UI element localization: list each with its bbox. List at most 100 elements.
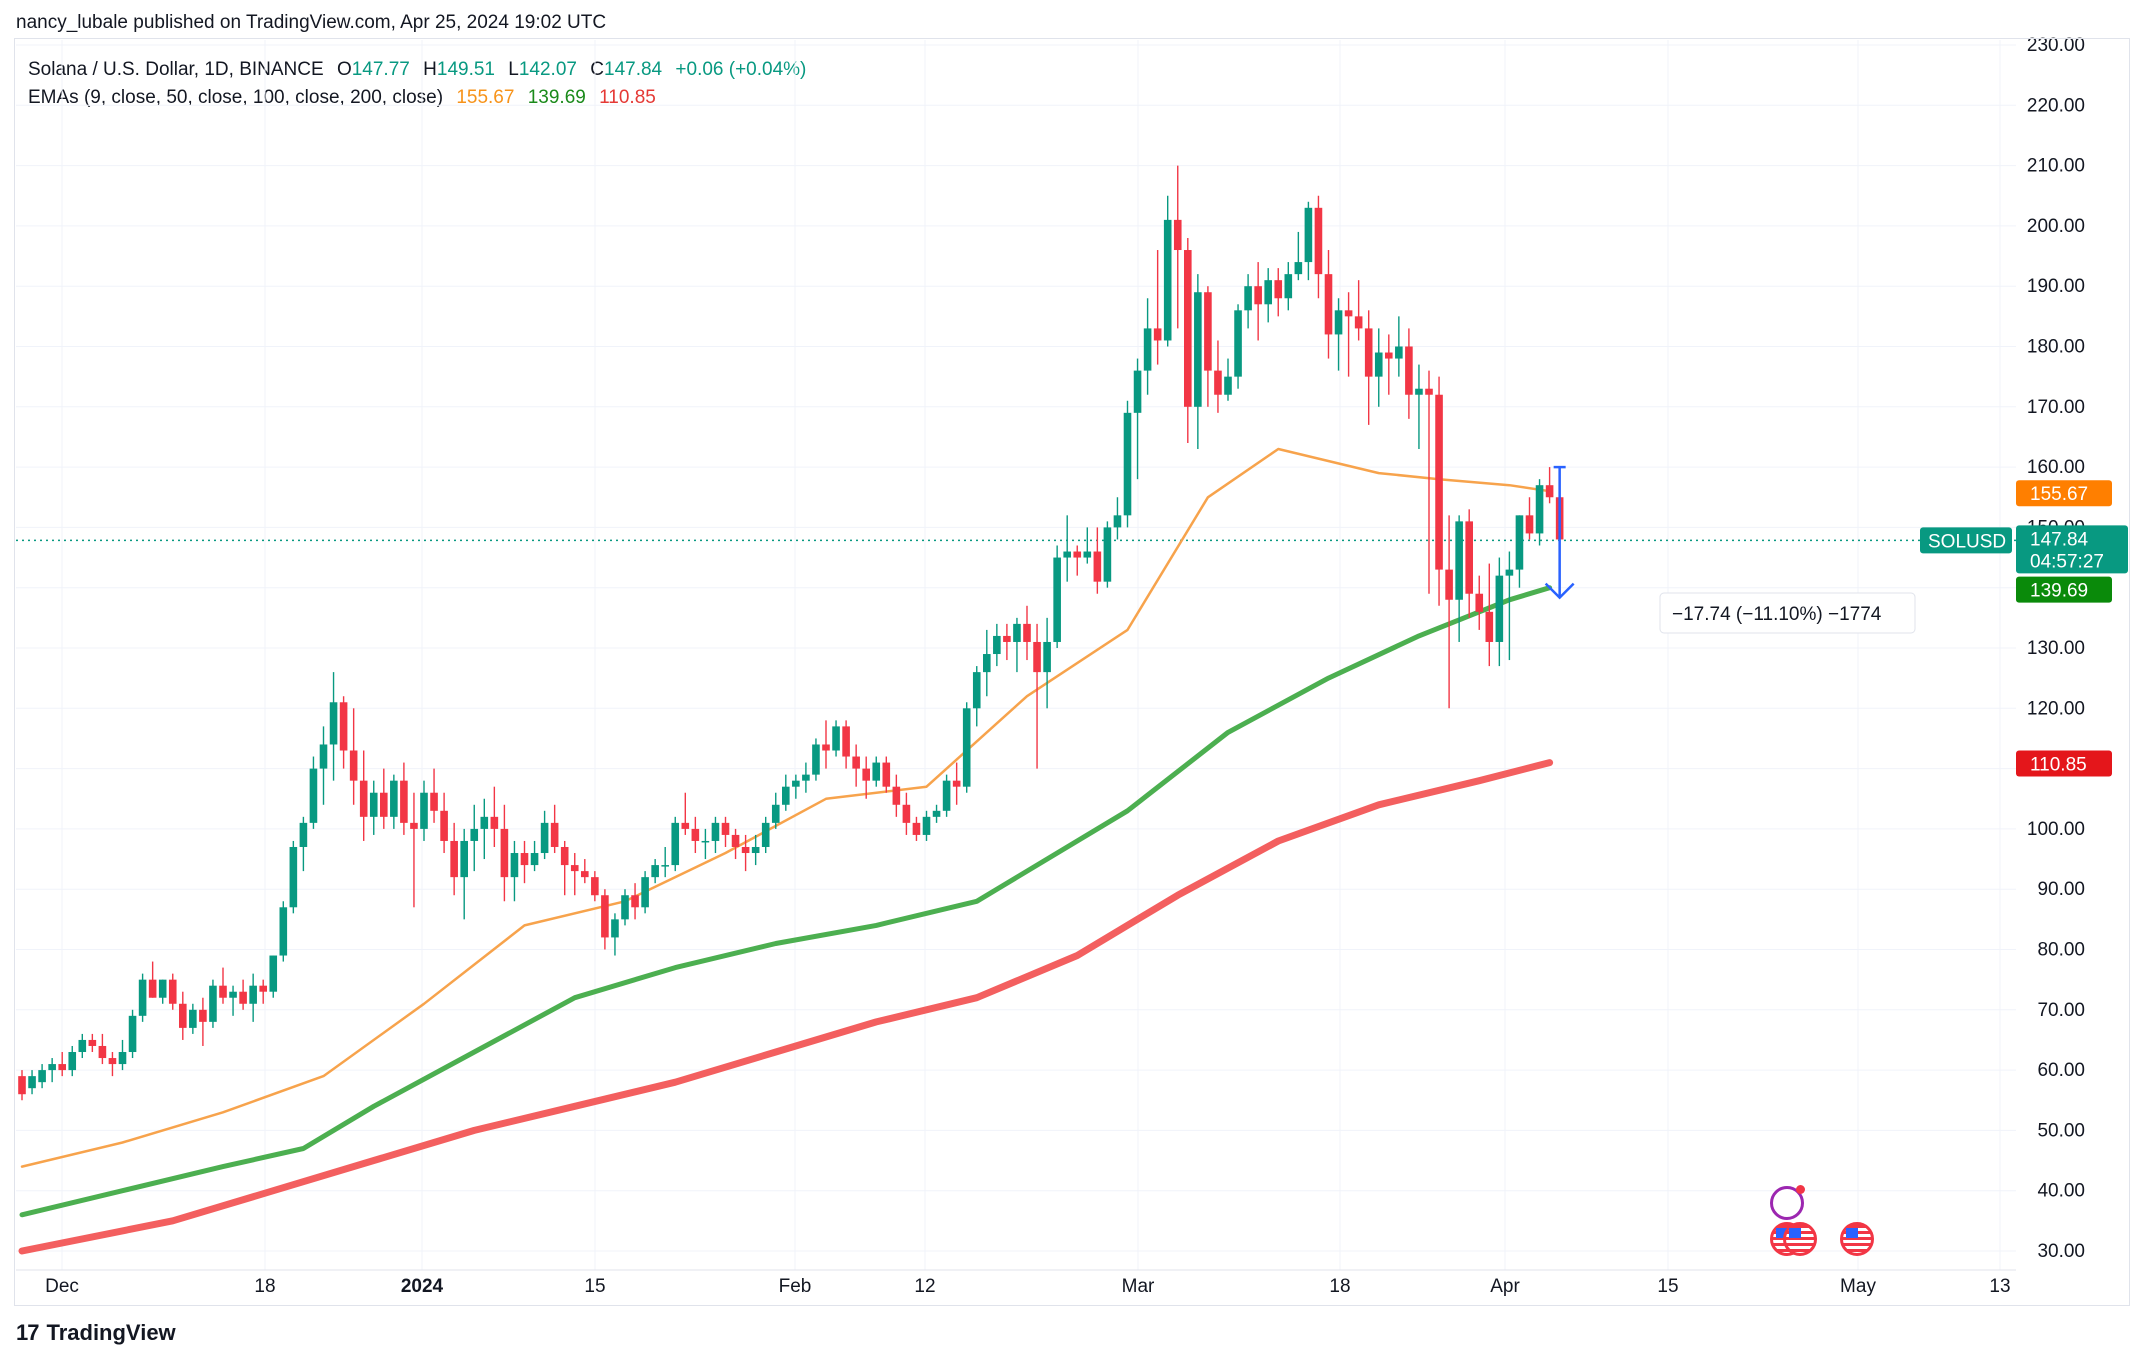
candle (932, 804, 941, 823)
candle-body (1344, 310, 1353, 317)
candle-body (420, 792, 428, 829)
price-axis: 230.00 220.00 210.00 200.00 190.00 180.00 170.… (2027, 35, 2085, 1262)
candle (1224, 358, 1232, 401)
candle-body (842, 726, 850, 757)
candle-body (902, 804, 911, 823)
candle-body (972, 672, 981, 709)
candle-body (480, 816, 489, 829)
candle (1003, 623, 1011, 661)
candle (671, 816, 680, 872)
candle (430, 768, 438, 823)
candle (28, 1070, 36, 1095)
candle-body (1314, 207, 1323, 275)
candle-body (641, 877, 649, 908)
candle-body (1063, 551, 1071, 558)
candle (1184, 237, 1192, 443)
candle (550, 804, 559, 854)
candle (1455, 515, 1463, 642)
candle-body (1354, 316, 1363, 329)
tradingview-brand[interactable]: 17 TradingView (16, 1320, 176, 1346)
candle (48, 1058, 56, 1083)
candle-body (349, 750, 358, 781)
candle-body (1023, 623, 1031, 642)
candle (420, 780, 428, 841)
candle-body (1385, 352, 1393, 359)
candle-body (872, 762, 881, 781)
price-tick-label: 210.00 (2027, 156, 2085, 177)
candle (560, 840, 569, 896)
candle-body (952, 780, 961, 787)
candle (68, 1045, 77, 1077)
candle-body (1033, 641, 1041, 673)
time-tick-label: Mar (1122, 1276, 1155, 1297)
candle-body (812, 744, 820, 775)
price-tick-label: 40.00 (2037, 1181, 2085, 1202)
tradingview-brand-label: TradingView (46, 1320, 176, 1345)
candle (570, 853, 579, 896)
candle-body (1053, 557, 1061, 642)
legend-symbol: Solana / U.S. Dollar, 1D, BINANCE (28, 59, 324, 80)
candle (1123, 400, 1132, 528)
candle-body (1163, 219, 1172, 341)
flash-event-icon[interactable] (1770, 1185, 1805, 1220)
candle (711, 816, 720, 854)
candle-body (922, 816, 931, 835)
candle (591, 871, 599, 902)
candle (993, 623, 1001, 667)
legend-high: H149.51 (423, 59, 495, 80)
price-tick-label: 220.00 (2027, 95, 2085, 116)
candle (902, 792, 911, 835)
candle-body (832, 726, 840, 751)
candle (792, 774, 800, 799)
candle-body (158, 979, 167, 998)
candle (1465, 509, 1473, 618)
candle (18, 1070, 26, 1101)
candle (189, 1003, 197, 1034)
candle (691, 816, 700, 854)
legend-open: O147.77 (336, 59, 410, 80)
candle (581, 859, 589, 884)
candle-body (621, 895, 629, 920)
candle (1515, 515, 1524, 588)
candle (892, 774, 901, 817)
candle-body (1515, 515, 1524, 570)
candle (58, 1052, 66, 1077)
candle (1485, 563, 1494, 667)
candle-body (631, 895, 639, 908)
us-flag-icon[interactable] (1783, 1222, 1817, 1256)
us-flag-icon[interactable] (1840, 1222, 1874, 1256)
candle (912, 816, 921, 841)
candle (1425, 370, 1433, 594)
candle-body (711, 822, 720, 841)
measure-arrow-icon (1544, 582, 1575, 600)
candle (289, 840, 298, 914)
candle-body (88, 1039, 97, 1046)
ema-short-tag: 155.67 (2030, 484, 2088, 505)
candle-body (550, 822, 559, 847)
candle (1354, 280, 1363, 341)
price-tick-label: 80.00 (2037, 940, 2085, 961)
candle (309, 756, 318, 829)
candle-body (1425, 388, 1433, 395)
candle (1204, 286, 1212, 407)
candle (108, 1052, 117, 1077)
candle-body (802, 774, 810, 781)
candle-body (1445, 569, 1453, 600)
candle-body (1505, 569, 1514, 576)
candle-body (892, 786, 901, 805)
candle-body (1073, 551, 1082, 558)
last-price-tag: 147.84 (2030, 529, 2089, 550)
candle (98, 1033, 107, 1065)
candle-body (1214, 370, 1222, 395)
candle-body (229, 991, 237, 998)
candle (701, 828, 710, 860)
candle (972, 666, 981, 727)
candle (631, 883, 639, 920)
legend-ema-label: EMAs (9, close, 50, close, 100, close, 2… (28, 87, 444, 108)
candle-body (731, 834, 740, 847)
candle-body (510, 853, 519, 878)
candle (1324, 250, 1333, 359)
candle-body (1415, 388, 1423, 395)
candle-body (1103, 527, 1112, 582)
